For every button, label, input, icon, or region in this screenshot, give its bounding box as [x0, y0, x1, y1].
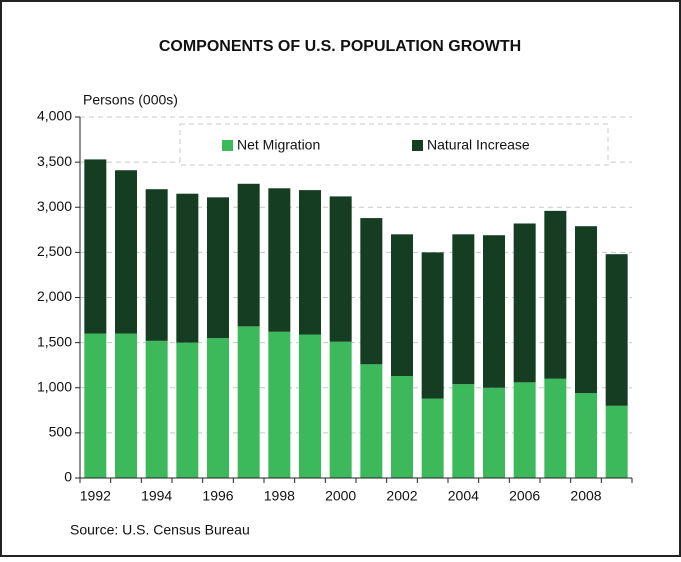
x-tick-label: 2002 — [386, 488, 417, 504]
bar-segment — [483, 235, 505, 388]
y-tick-label: 1,000 — [37, 378, 72, 394]
bar-segment — [176, 193, 199, 343]
bar-segment — [115, 170, 137, 334]
bar-segment — [575, 393, 597, 478]
bar-segment — [391, 234, 413, 377]
bar-segment — [421, 398, 444, 478]
y-tick-label: 3,000 — [37, 198, 72, 214]
bar-segment — [84, 159, 107, 334]
bar-segment — [575, 226, 597, 394]
y-tick-label: 1,500 — [37, 333, 72, 349]
bar-segment — [605, 254, 628, 406]
bar-segment — [544, 210, 567, 379]
bar-segment — [544, 378, 567, 478]
bar-segment — [299, 190, 321, 335]
bar-segment — [268, 331, 291, 478]
bar-segment — [237, 183, 260, 327]
chart-title: COMPONENTS OF U.S. POPULATION GROWTH — [159, 38, 521, 55]
bar-segment — [145, 189, 168, 341]
bar-segment — [329, 196, 352, 342]
y-axis-label: Persons (000s) — [83, 92, 178, 108]
bar-segment — [299, 334, 321, 478]
bar-segment — [207, 197, 229, 339]
x-tick-label: 2008 — [570, 488, 601, 504]
legend-swatch — [412, 140, 423, 151]
bar-segment — [176, 342, 199, 478]
x-tick-label: 2006 — [509, 488, 540, 504]
y-tick-label: 0 — [64, 469, 72, 485]
x-tick-label: 2004 — [448, 488, 479, 504]
x-tick-label: 1994 — [141, 488, 172, 504]
bar-segment — [483, 387, 505, 478]
bar-segment — [452, 384, 475, 478]
legend-swatch — [222, 140, 233, 151]
legend-label: Net Migration — [237, 137, 320, 153]
bar-segment — [145, 340, 168, 478]
y-tick-label: 4,000 — [37, 108, 72, 124]
bar-segment — [329, 341, 352, 478]
legend-label: Natural Increase — [427, 137, 530, 153]
y-tick-label: 2,000 — [37, 288, 72, 304]
bar-segment — [605, 405, 628, 478]
y-tick-label: 3,500 — [37, 153, 72, 169]
bar-segment — [513, 223, 536, 383]
bar-segment — [207, 338, 229, 478]
legend-box — [179, 123, 609, 166]
x-tick-label: 2000 — [325, 488, 356, 504]
bar-segment — [268, 188, 291, 332]
y-tick-label: 2,500 — [37, 243, 72, 259]
x-tick-label: 1996 — [202, 488, 233, 504]
bar-segment — [421, 252, 444, 399]
x-tick-label: 1992 — [80, 488, 111, 504]
bar-segment — [513, 382, 536, 478]
bar-segment — [237, 326, 260, 478]
y-tick-label: 500 — [49, 424, 73, 440]
bar-segment — [84, 333, 107, 478]
bar-segment — [360, 364, 383, 478]
source: Source: U.S. Census Bureau — [70, 522, 250, 538]
bar-segment — [452, 234, 475, 385]
bar-segment — [360, 218, 383, 365]
x-tick-label: 1998 — [264, 488, 295, 504]
bar-segment — [115, 333, 137, 478]
bar-segment — [391, 376, 413, 478]
